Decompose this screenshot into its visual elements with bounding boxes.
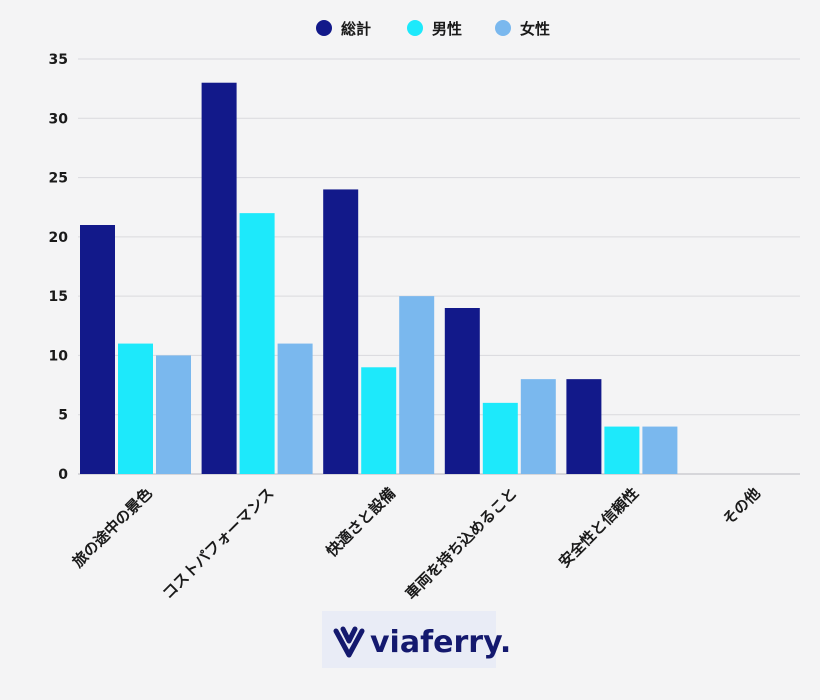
x-category-label: 安全性と信頼性	[555, 484, 642, 571]
y-tick-label: 20	[49, 230, 69, 246]
y-tick-label: 25	[49, 171, 68, 187]
bars	[80, 82, 678, 474]
bar	[642, 426, 678, 474]
y-tick-label: 0	[58, 467, 68, 483]
legend-marker	[495, 20, 511, 36]
bar	[323, 189, 359, 474]
y-axis: 0 5 10 15 20 25 30 35	[49, 52, 69, 483]
bar	[80, 225, 115, 474]
gridlines	[78, 58, 800, 475]
bar	[566, 379, 602, 474]
x-category-label: コストパフォーマンス	[159, 484, 278, 603]
bar	[277, 343, 313, 474]
legend-label: 総計	[341, 20, 371, 38]
bar	[201, 82, 237, 474]
x-category-label: 車両を持ち込めること	[402, 484, 521, 603]
bar	[520, 379, 556, 474]
x-axis: 旅の途中の景色 コストパフォーマンス 快適さと設備 車両を持ち込めること 安全性と信頼性…	[69, 484, 764, 603]
y-tick-label: 30	[49, 111, 69, 127]
bar	[118, 343, 153, 474]
y-tick-label: 35	[49, 52, 68, 68]
legend-label: 男性	[432, 20, 462, 38]
x-category-label: 快適さと設備	[323, 484, 399, 560]
bar	[156, 355, 191, 474]
x-category-label: 旅の途中の景色	[69, 484, 156, 571]
legend: 総計 男性 女性	[316, 20, 550, 38]
logo-wordmark: viaferry.	[370, 625, 511, 660]
y-tick-label: 5	[58, 408, 68, 424]
bar	[444, 308, 480, 474]
bar	[361, 367, 397, 474]
bar	[604, 426, 640, 474]
logo-mark-icon	[333, 626, 365, 658]
y-tick-label: 10	[49, 348, 69, 364]
x-category-label: その他	[719, 484, 764, 529]
legend-marker	[407, 20, 423, 36]
y-tick-label: 15	[49, 289, 68, 305]
viaferry-logo: viaferry.	[322, 611, 511, 668]
legend-marker	[316, 20, 332, 36]
bar	[482, 402, 518, 474]
bar	[239, 213, 275, 474]
legend-label: 女性	[520, 20, 550, 38]
bar	[399, 296, 435, 474]
